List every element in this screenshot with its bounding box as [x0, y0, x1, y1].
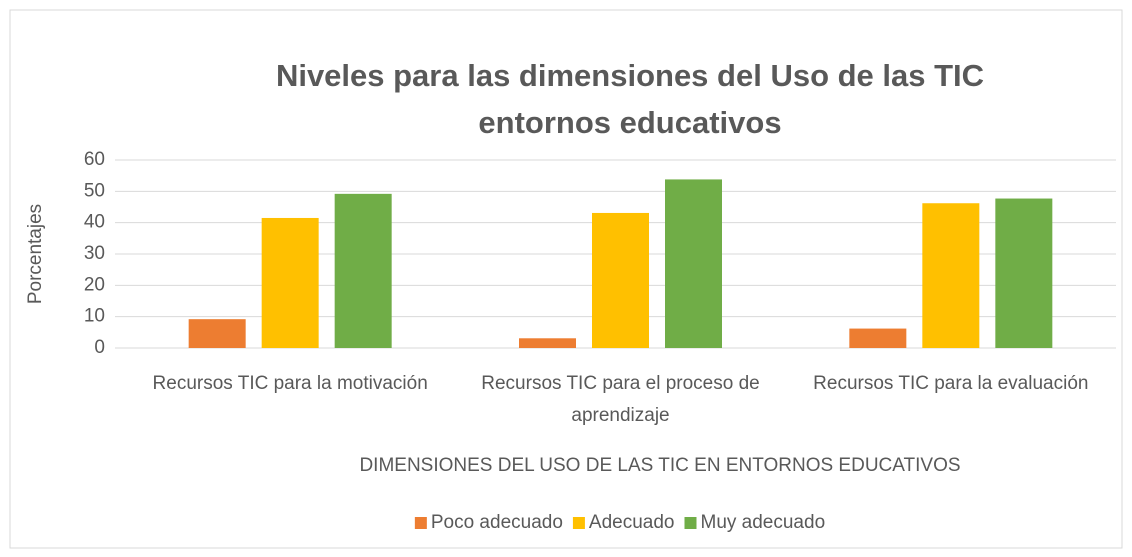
bar [261, 217, 319, 348]
legend-swatch [684, 517, 697, 529]
bar [995, 198, 1053, 348]
bar [922, 203, 980, 348]
x-tick-label: Recursos TIC para la motivación [153, 373, 428, 394]
y-tick-label: 0 [94, 337, 105, 358]
bar [665, 179, 722, 348]
x-tick-label: Recursos TIC para el proceso de aprendiza… [481, 373, 759, 426]
bar [188, 319, 246, 348]
x-axis-label: DIMENSIONES DEL USO DE LAS TIC EN ENTORN… [359, 455, 960, 476]
y-tick-label: 20 [84, 274, 105, 295]
bar [849, 328, 907, 348]
legend-swatch [572, 517, 585, 529]
x-tick-label: Recursos TIC para la evaluación [813, 373, 1088, 394]
bar [334, 193, 392, 348]
legend-item: Poco adecuado [414, 512, 563, 533]
y-tick-label: 10 [84, 306, 105, 327]
y-tick-label: 30 [84, 243, 105, 264]
y-tick-label: 50 [84, 180, 105, 201]
y-tick-label: 60 [84, 149, 105, 170]
legend-label: Muy adecuado [700, 512, 825, 533]
bar [519, 338, 576, 348]
legend-swatch [414, 517, 427, 529]
y-axis-label: Porcentajes [25, 204, 46, 304]
legend-item: Muy adecuado [684, 512, 825, 533]
legend-label: Poco adecuado [431, 512, 563, 533]
legend-label: Adecuado [589, 512, 675, 533]
y-tick-label: 40 [84, 212, 105, 233]
legend-item: Adecuado [572, 512, 675, 533]
chart-title: Niveles para las dimensiones del Uso de … [276, 58, 984, 140]
bar [592, 212, 649, 348]
